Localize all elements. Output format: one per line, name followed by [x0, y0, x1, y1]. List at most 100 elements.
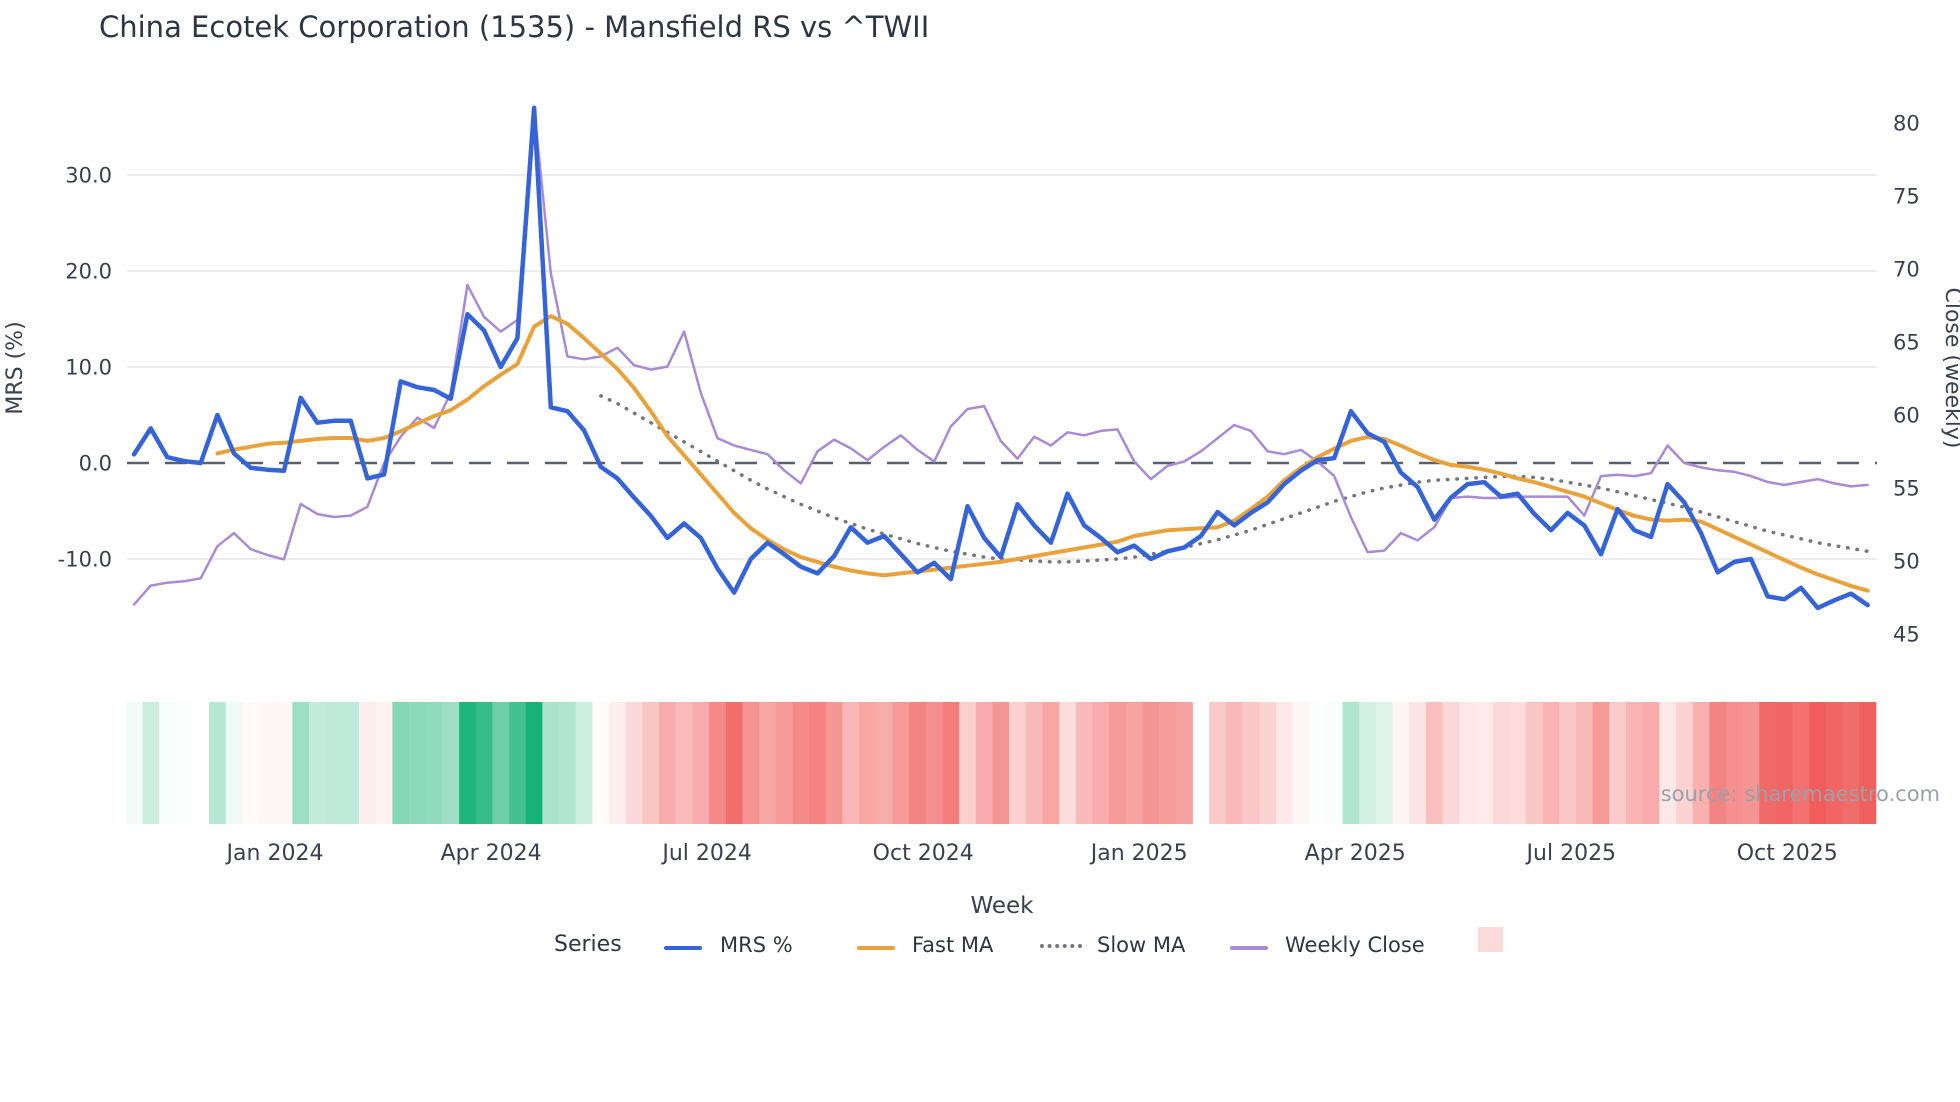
weekly-close-line-swatch-icon [1230, 946, 1268, 950]
fast-ma-line-swatch-icon [857, 946, 895, 950]
heat-cell [1809, 702, 1827, 824]
right-tick-label: 50 [1893, 549, 1920, 573]
heat-cell [525, 702, 543, 824]
heat-cell [1092, 702, 1110, 824]
heat-cell [1442, 702, 1460, 824]
legend-title: Series [554, 932, 622, 957]
heat-cell [1159, 702, 1177, 824]
heat-cell [1492, 702, 1510, 824]
heat-cell [175, 702, 193, 824]
heat-cell [1142, 702, 1160, 824]
heat-cell [809, 702, 827, 824]
heat-cell [459, 702, 477, 824]
heat-cell [775, 702, 793, 824]
heat-cell [625, 702, 643, 824]
heat-cell [675, 702, 693, 824]
heat-cell [1692, 702, 1710, 824]
heat-cell [859, 702, 877, 824]
x-tick-label: Jul 2025 [1525, 841, 1617, 866]
heat-cell [542, 702, 560, 824]
heat-cell [1659, 702, 1677, 824]
heat-cell [1075, 702, 1093, 824]
heat-cell [709, 702, 727, 824]
heat-cell [592, 702, 610, 824]
heat-cell [125, 702, 143, 824]
heat-cell [1842, 702, 1860, 824]
heat-cell [942, 702, 960, 824]
left-tick-label: 0.0 [79, 452, 112, 476]
heat-cell [559, 702, 577, 824]
heat-cell [442, 702, 460, 824]
heat-cell [142, 702, 160, 824]
heat-cell [1325, 702, 1343, 824]
heat-cell [1559, 702, 1577, 824]
chart-title: China Ecotek Corporation (1535) - Mansfi… [99, 10, 930, 44]
heat-cell [1125, 702, 1143, 824]
heat-cell [825, 702, 843, 824]
heat-cell [309, 702, 326, 824]
heatmap-swatch-icon [1478, 927, 1503, 952]
heat-cell [1759, 702, 1777, 824]
legend: Series MRS % Fast MA Slow MA Weekly Clos… [0, 926, 1960, 974]
heat-cell [492, 702, 510, 824]
heat-cell [392, 702, 410, 824]
heat-cell [1609, 702, 1627, 824]
heat-cell [409, 702, 427, 824]
heat-cell [1576, 702, 1593, 824]
heat-cell [159, 702, 176, 824]
heat-cell [1626, 702, 1643, 824]
x-tick-label: Jan 2024 [225, 841, 324, 866]
heat-cell [1209, 702, 1227, 824]
x-tick-label: Jan 2025 [1089, 841, 1188, 866]
x-axis-title: Week [970, 893, 1034, 919]
series-line-mrs- [131, 105, 1870, 611]
legend-item-mrs: MRS % [720, 933, 793, 957]
heat-cell [1109, 702, 1127, 824]
heat-cell [1742, 702, 1760, 824]
heat-cell [1275, 702, 1293, 824]
heat-cell [1792, 702, 1810, 824]
heat-cell [209, 702, 226, 824]
heat-cell [509, 702, 527, 824]
heat-cell [1259, 702, 1277, 824]
heat-cell [325, 702, 343, 824]
right-tick-label: 75 [1893, 184, 1920, 208]
right-tick-label: 70 [1893, 257, 1920, 281]
heat-cell [1726, 702, 1743, 824]
heat-cell [842, 702, 860, 824]
right-tick-label: 80 [1893, 111, 1920, 135]
heat-cell [1592, 702, 1610, 824]
slow-ma-dotted-swatch-icon [1040, 944, 1082, 948]
left-tick-label: 20.0 [65, 260, 112, 284]
heat-cell [1225, 702, 1243, 824]
heat-cell [1676, 702, 1693, 824]
heat-cell [225, 702, 243, 824]
heat-cell [742, 702, 760, 824]
heat-cell [1425, 702, 1443, 824]
left-tick-label: 30.0 [65, 164, 112, 188]
heat-cell [1359, 702, 1377, 824]
heat-cell [659, 702, 677, 824]
heat-cell [1509, 702, 1527, 824]
heat-cell [692, 702, 710, 824]
heat-cell [975, 702, 993, 824]
heat-cell [1459, 702, 1477, 824]
x-tick-label: Jul 2024 [660, 841, 752, 866]
heat-cell [359, 702, 376, 824]
left-tick-label: -10.0 [58, 548, 112, 572]
heat-cell [642, 702, 660, 824]
heat-cell [609, 702, 627, 824]
source-watermark: source: sharemaestro.com [1660, 782, 1940, 806]
heat-cell [292, 702, 310, 824]
legend-item-slow-ma: Slow MA [1097, 933, 1186, 957]
heat-cell [1175, 702, 1193, 824]
series-line-slow-ma [599, 394, 1870, 564]
right-axis-title: Close (weekly) [1940, 287, 1960, 448]
heat-cell [475, 702, 493, 824]
left-tick-label: 10.0 [65, 356, 112, 380]
heat-cell [1375, 702, 1393, 824]
legend-item-fast-ma: Fast MA [912, 933, 994, 957]
x-tick-label: Oct 2025 [1737, 841, 1838, 866]
